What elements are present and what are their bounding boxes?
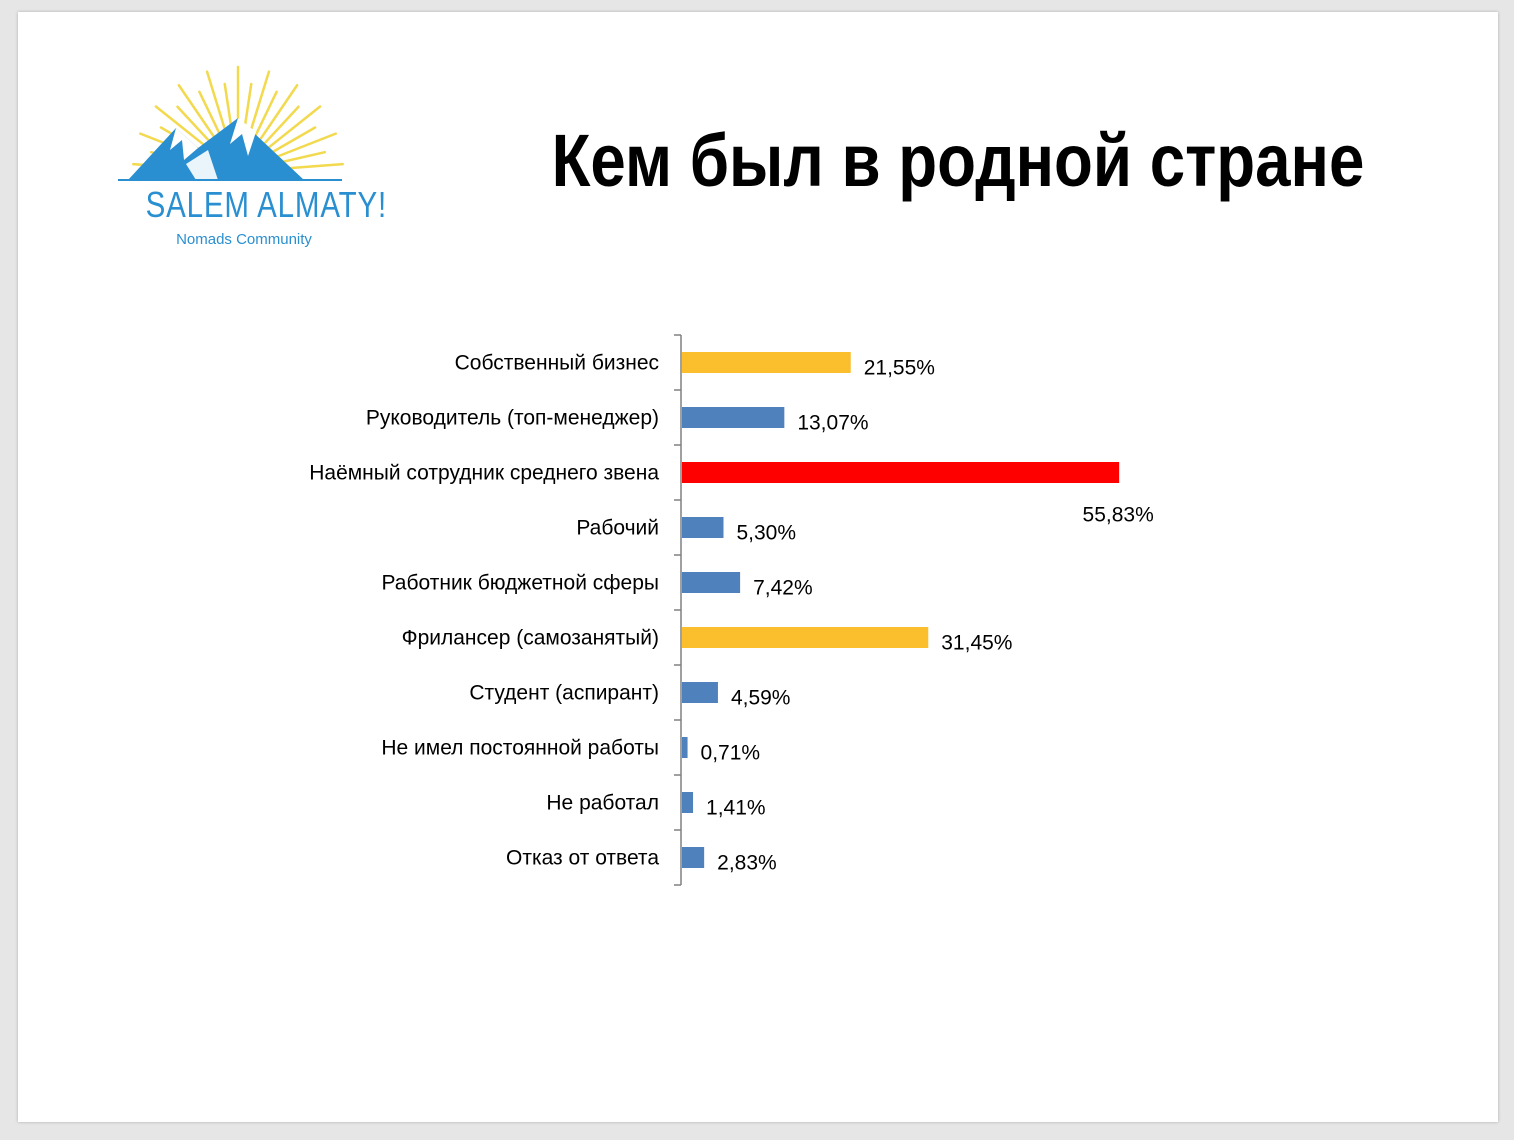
bar: [682, 462, 1120, 483]
bar: [682, 792, 694, 813]
bar: [682, 407, 785, 428]
bar: [682, 847, 705, 868]
sun-ray: [273, 132, 337, 159]
data-label: 2,83%: [717, 852, 777, 875]
data-label: 31,45%: [941, 632, 1012, 655]
bar: [682, 627, 929, 648]
data-label: 21,55%: [864, 357, 935, 380]
sun-ray: [275, 150, 327, 165]
sun-ray: [254, 90, 278, 138]
logo-graphic: [118, 65, 344, 181]
sun-ray: [248, 70, 271, 136]
salem-almaty-logo: SALEM ALMATY! Nomads Community: [58, 60, 428, 280]
category-label: Работник бюджетной сферы: [382, 572, 660, 595]
sun-ray: [271, 126, 317, 154]
bar-chart: Собственный бизнес 21,55% Руководитель (то…: [309, 334, 1154, 886]
category-label: Собственный бизнес: [455, 352, 659, 375]
category-label: Рабочий: [576, 517, 659, 540]
data-label: 1,41%: [706, 797, 766, 820]
logo-tagline-text: Nomads Community: [176, 231, 312, 248]
sun-ray: [154, 105, 208, 149]
category-label: Фрилансер (самозанятый): [402, 627, 659, 650]
category-label: Студент (аспирант): [469, 682, 659, 705]
data-label: 7,42%: [753, 577, 813, 600]
category-label: Не имел постоянной работы: [381, 737, 659, 760]
bar: [682, 352, 851, 373]
category-label: Руководитель (топ-менеджер): [366, 407, 659, 430]
sun-ray: [176, 105, 213, 144]
sun-ray: [263, 105, 300, 144]
sun-ray: [177, 83, 217, 141]
slide: SALEM ALMATY! Nomads Community Кем был в…: [18, 12, 1498, 1122]
bar: [682, 737, 688, 758]
sun-ray: [268, 105, 322, 149]
sun-ray: [205, 70, 228, 136]
sun-ray: [198, 90, 222, 138]
data-label: 4,59%: [731, 687, 791, 710]
data-label: 13,07%: [797, 412, 868, 435]
slide-title: Кем был в родной стране: [551, 119, 1365, 202]
data-label: 55,83%: [1083, 504, 1154, 527]
mountain-icon: [128, 118, 304, 180]
bar: [682, 682, 718, 703]
data-label: 5,30%: [736, 522, 796, 545]
bar: [682, 517, 724, 538]
category-label: Не работал: [546, 792, 659, 815]
sun-ray: [259, 83, 299, 141]
category-label: Наёмный сотрудник среднего звена: [309, 462, 659, 485]
data-label: 0,71%: [701, 742, 761, 765]
category-label: Отказ от ответа: [506, 847, 659, 870]
bar: [682, 572, 741, 593]
